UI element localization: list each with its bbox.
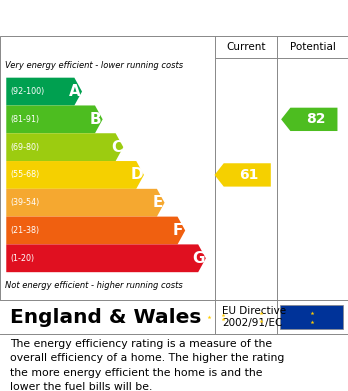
Polygon shape <box>6 133 123 161</box>
Text: F: F <box>173 223 183 238</box>
Text: D: D <box>130 167 143 183</box>
Polygon shape <box>6 189 165 217</box>
Text: Potential: Potential <box>290 42 335 52</box>
Polygon shape <box>6 78 82 106</box>
Text: (39-54): (39-54) <box>10 198 40 207</box>
Text: 82: 82 <box>306 112 325 126</box>
Text: (92-100): (92-100) <box>10 87 45 96</box>
Text: EU Directive
2002/91/EC: EU Directive 2002/91/EC <box>222 306 286 328</box>
Text: A: A <box>69 84 81 99</box>
Text: (1-20): (1-20) <box>10 254 34 263</box>
Text: C: C <box>111 140 122 155</box>
Text: Current: Current <box>226 42 266 52</box>
Text: Very energy efficient - lower running costs: Very energy efficient - lower running co… <box>5 61 183 70</box>
Text: (55-68): (55-68) <box>10 170 40 179</box>
Text: (69-80): (69-80) <box>10 143 40 152</box>
Text: E: E <box>152 195 163 210</box>
Text: B: B <box>90 112 102 127</box>
Text: England & Wales: England & Wales <box>10 308 202 326</box>
Polygon shape <box>281 108 338 131</box>
Polygon shape <box>6 244 206 272</box>
Text: 61: 61 <box>239 168 259 182</box>
Polygon shape <box>6 217 185 244</box>
Text: The energy efficiency rating is a measure of the
overall efficiency of a home. T: The energy efficiency rating is a measur… <box>10 339 285 391</box>
Text: Not energy efficient - higher running costs: Not energy efficient - higher running co… <box>5 282 183 291</box>
Text: G: G <box>193 251 205 266</box>
Polygon shape <box>214 163 271 187</box>
Polygon shape <box>6 161 144 189</box>
Polygon shape <box>6 106 103 133</box>
Text: (21-38): (21-38) <box>10 226 40 235</box>
FancyBboxPatch shape <box>280 305 343 330</box>
Text: (81-91): (81-91) <box>10 115 40 124</box>
Text: Energy Efficiency Rating: Energy Efficiency Rating <box>10 9 251 27</box>
